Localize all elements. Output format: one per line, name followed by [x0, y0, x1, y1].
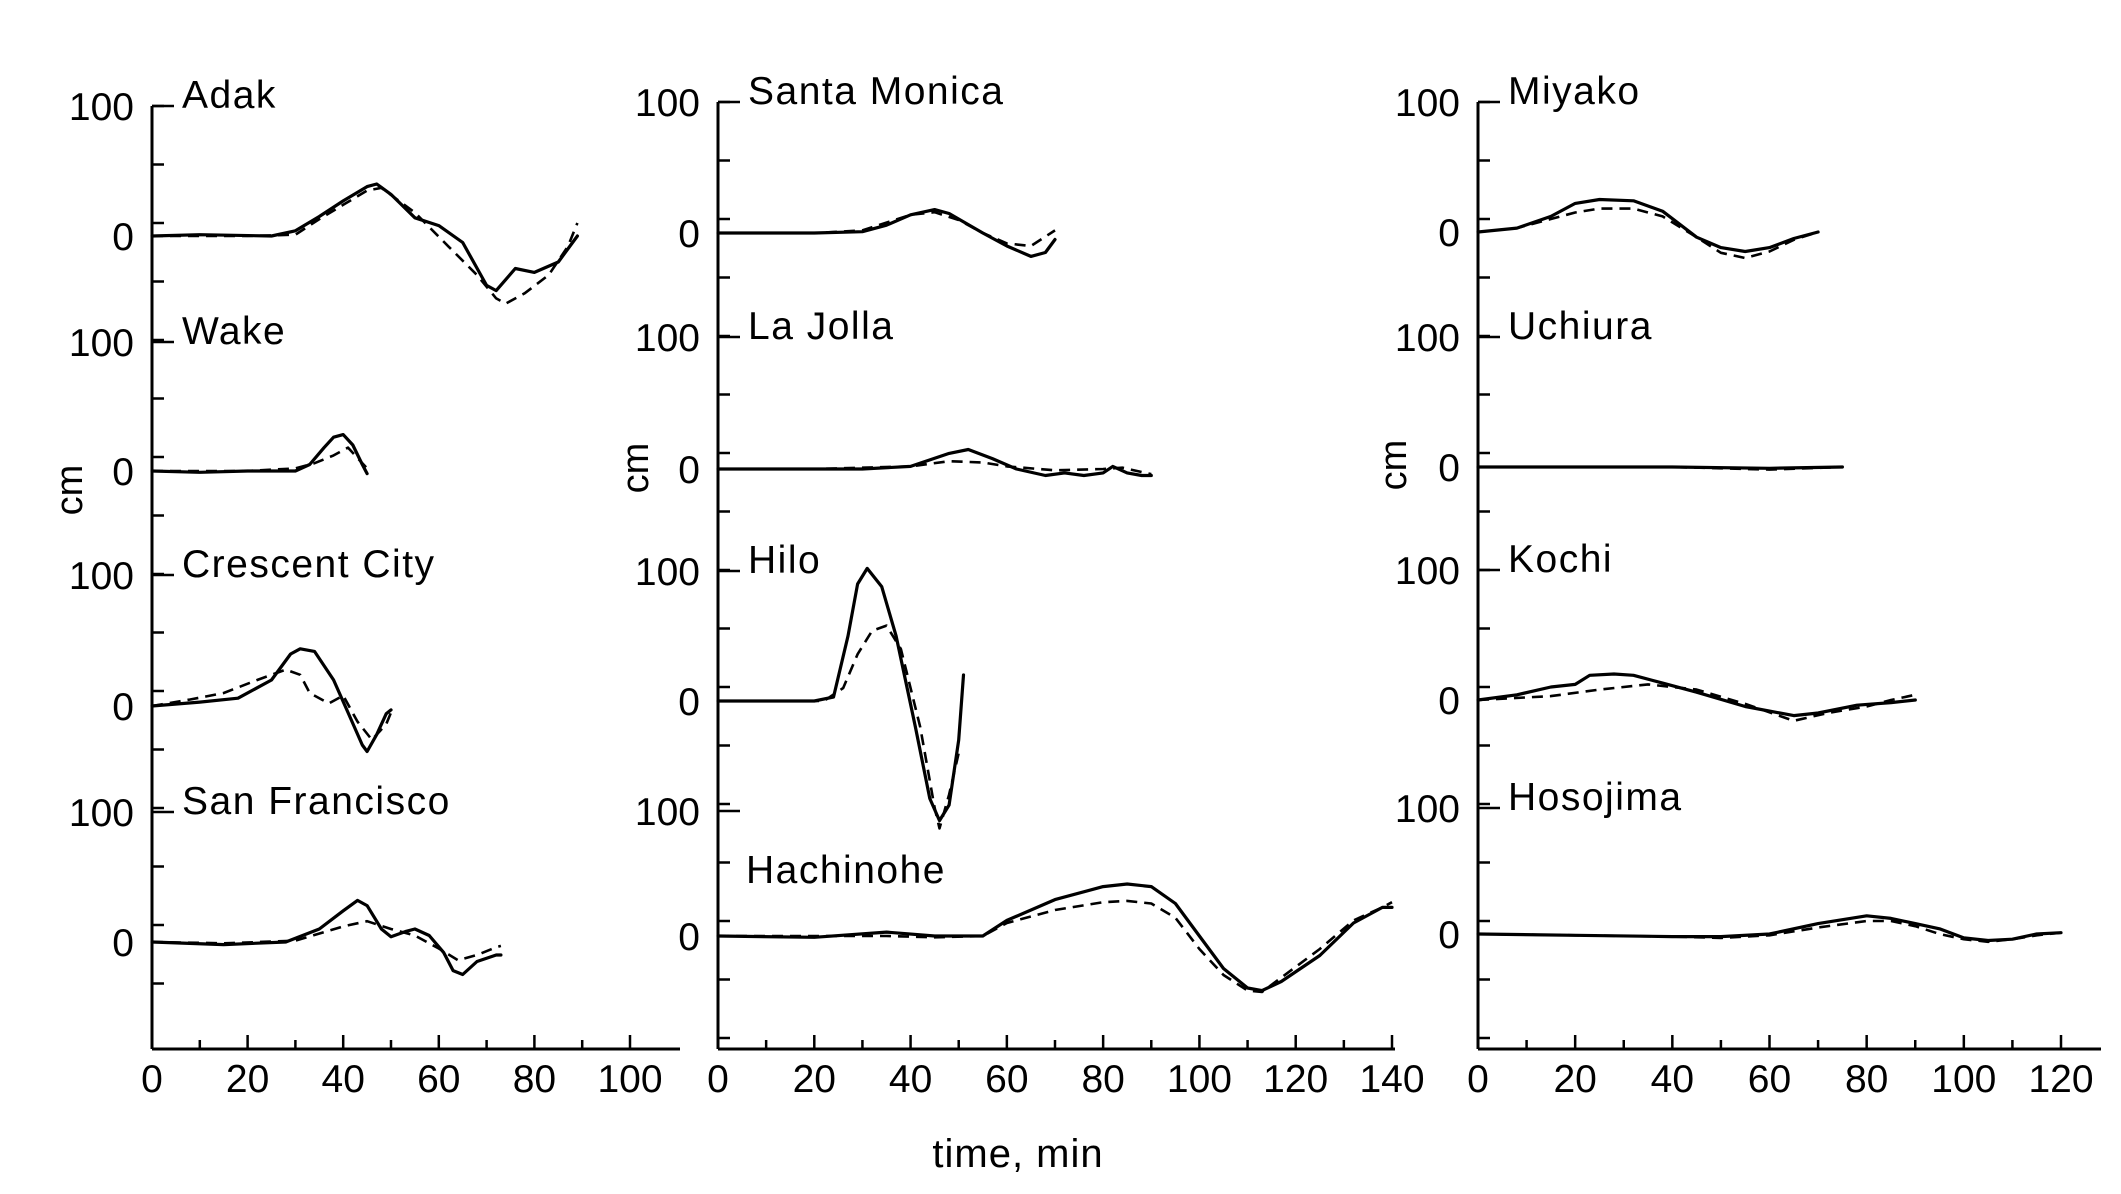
x-axis-label: time, min	[932, 1132, 1103, 1176]
y-tick-label-100: 100	[1395, 82, 1460, 125]
x-tick-label: 40	[889, 1058, 932, 1101]
y-tick-label-0: 0	[678, 213, 700, 256]
y-tick-label-0: 0	[112, 451, 134, 494]
y-tick-label-100: 100	[69, 86, 134, 129]
station-name: Kochi	[1508, 538, 1613, 581]
station-name: Hachinohe	[746, 849, 946, 892]
y-tick-label-0: 0	[112, 216, 134, 259]
observed-waveform	[1476, 914, 2063, 943]
observed-waveform	[150, 433, 369, 476]
observed-waveform	[1476, 197, 1820, 254]
model-waveform	[151, 919, 502, 962]
model-waveform	[152, 446, 369, 473]
y-tick-label-100: 100	[69, 555, 134, 598]
y-tick-label-100: 100	[1395, 550, 1460, 593]
chart-panels: 0 20 40 60 80 100 cm 100 0 Adak 100 0 Wake 100 0 Cresce…	[49, 70, 2101, 1101]
x-tick-label: 20	[226, 1058, 269, 1101]
y-tick-label-100: 100	[69, 792, 134, 835]
panel-left: 0 20 40 60 80 100 cm 100 0 Adak 100 0 Wake 100 0 Cresce…	[49, 74, 680, 1101]
observed-waveform	[1476, 465, 1845, 470]
x-tick-label: 120	[1263, 1058, 1328, 1101]
observed-waveform	[150, 647, 393, 754]
station-hilo: 100 0 Hilo	[635, 539, 966, 830]
x-tick-label: 80	[513, 1058, 556, 1101]
station-name: Santa Monica	[748, 70, 1004, 113]
x-tick-label: 60	[1748, 1058, 1791, 1101]
y-tick-label-0: 0	[1438, 680, 1460, 723]
y-tick-label-100: 100	[69, 322, 134, 365]
x-tick-label: 60	[417, 1058, 460, 1101]
x-tick-label: 100	[597, 1058, 662, 1101]
station-wake: 100 0 Wake	[69, 310, 369, 494]
y-tick-label-0: 0	[112, 922, 134, 965]
station-name: Hosojima	[1508, 776, 1683, 819]
x-tick-label: 100	[1931, 1058, 1996, 1101]
y-tick-label-0: 0	[678, 449, 700, 492]
y-axis-label: cm	[1373, 440, 1415, 491]
model-waveform	[152, 186, 579, 305]
station-hachinohe: 100 0 Hachinohe	[635, 791, 1394, 994]
x-tick-label: 20	[1553, 1058, 1596, 1101]
station-adak: 100 0 Adak	[69, 74, 580, 305]
y-tick-label-0: 0	[1438, 212, 1460, 255]
station-san-francisco: 100 0 San Francisco	[69, 780, 503, 977]
model-waveform	[1477, 207, 1819, 260]
x-tick-label: 0	[707, 1058, 729, 1101]
y-tick-label-0: 0	[678, 681, 700, 724]
x-tick-label: 40	[322, 1058, 365, 1101]
panel-middle: 0 20 40 60 80 100 120 140 cm 100 0 Santa Monica 100 0…	[615, 70, 1425, 1101]
station-name: Adak	[182, 74, 277, 117]
model-waveform	[718, 210, 1056, 248]
y-tick-label-100: 100	[635, 82, 700, 125]
observed-waveform	[716, 447, 1153, 478]
y-tick-label-100: 100	[635, 317, 700, 360]
station-name: Hilo	[748, 539, 821, 582]
observed-waveform	[1476, 672, 1917, 718]
y-tick-label-0: 0	[1438, 914, 1460, 957]
station-name: Uchiura	[1508, 305, 1653, 348]
y-axis-label: cm	[615, 443, 657, 494]
x-tick-label: 0	[1467, 1058, 1489, 1101]
station-name: San Francisco	[182, 780, 451, 823]
station-la-jolla: 100 0 La Jolla	[635, 305, 1153, 492]
station-name: La Jolla	[748, 305, 894, 348]
station-name: Crescent City	[182, 543, 436, 586]
station-kochi: 100 0 Kochi	[1395, 538, 1917, 723]
model-waveform	[718, 624, 960, 830]
x-tick-label: 40	[1651, 1058, 1694, 1101]
x-tick-label: 100	[1167, 1058, 1232, 1101]
model-waveform	[718, 899, 1393, 994]
panel-right: 0 20 40 60 80 100 120cm1000Miyako1000Uchiura10…	[1373, 70, 2101, 1101]
x-tick-label: 120	[2028, 1058, 2093, 1101]
y-tick-label-100: 100	[635, 551, 700, 594]
station-name: Miyako	[1508, 70, 1641, 113]
y-tick-label-0: 0	[112, 686, 134, 729]
observed-waveform	[716, 208, 1057, 258]
x-tick-label: 80	[1845, 1058, 1888, 1101]
y-axis-label: cm	[49, 465, 91, 516]
station-hosojima: 100 0 Hosojima	[1395, 776, 2063, 957]
station-name: Wake	[182, 310, 286, 353]
model-waveform	[151, 668, 393, 742]
station-uchiura: 100 0 Uchiura	[1395, 305, 1845, 490]
x-tick-label: 60	[985, 1058, 1028, 1101]
x-tick-label: 20	[793, 1058, 836, 1101]
station-crescent-city: 100 0 Crescent City	[69, 543, 436, 754]
y-tick-label-100: 100	[1395, 788, 1460, 831]
y-tick-label-0: 0	[1438, 447, 1460, 490]
observed-waveform	[716, 566, 966, 823]
x-tick-label: 80	[1081, 1058, 1124, 1101]
y-tick-label-100: 100	[635, 791, 700, 834]
observed-waveform	[150, 898, 503, 977]
station-santa-monica: 100 0 Santa Monica	[635, 70, 1057, 258]
x-tick-label: 0	[141, 1058, 163, 1101]
station-miyako: 100 0 Miyako	[1395, 70, 1820, 260]
y-tick-label-0: 0	[678, 916, 700, 959]
observed-waveform	[150, 182, 580, 293]
y-tick-label-100: 100	[1395, 317, 1460, 360]
x-tick-label: 140	[1359, 1058, 1424, 1101]
observed-waveform	[716, 882, 1394, 993]
